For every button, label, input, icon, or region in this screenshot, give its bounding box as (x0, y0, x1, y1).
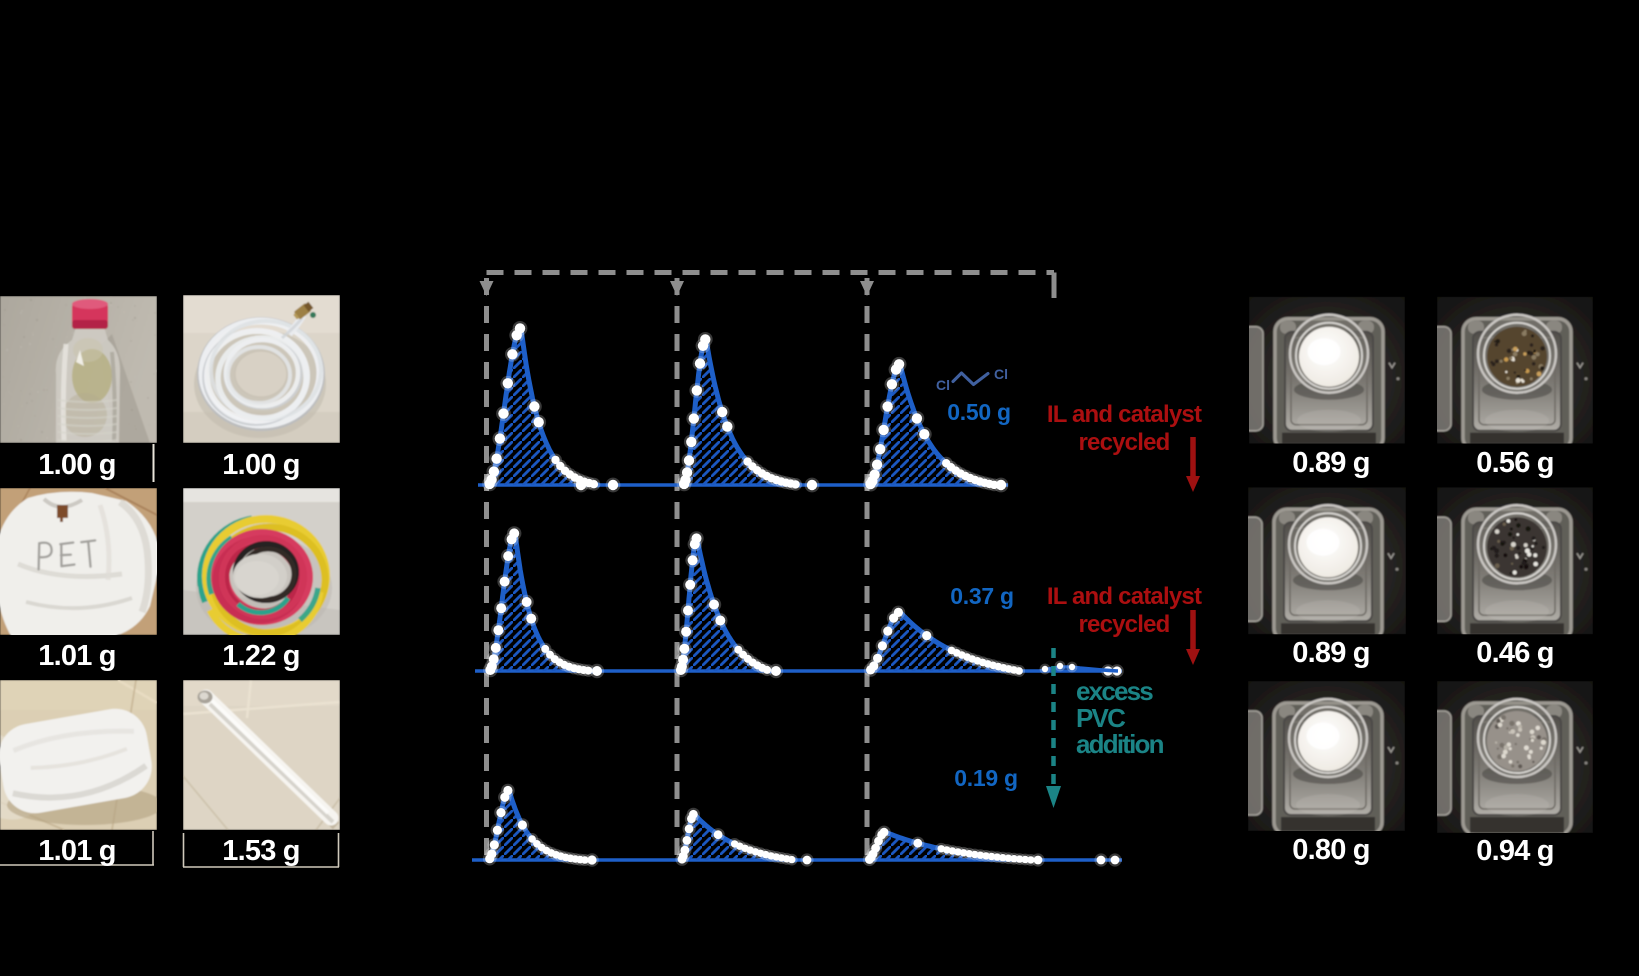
svg-text:1.00 g: 1.00 g (38, 449, 115, 481)
svg-text:Cl: Cl (936, 377, 950, 393)
svg-text:recycled: recycled (1078, 429, 1169, 456)
svg-text:1.00 g: 1.00 g (222, 449, 299, 481)
svg-text:IL and catalyst: IL and catalyst (1047, 401, 1202, 428)
svg-text:addition: addition (1076, 729, 1164, 759)
svg-text:0.89 g: 0.89 g (1292, 637, 1369, 669)
svg-text:0.89 g: 0.89 g (1292, 447, 1369, 479)
svg-text:1.01 g: 1.01 g (38, 640, 115, 672)
svg-text:0.50 g: 0.50 g (947, 399, 1010, 425)
svg-text:0.19 g: 0.19 g (954, 765, 1017, 791)
svg-text:IL and catalyst: IL and catalyst (1047, 583, 1202, 610)
svg-text:0.80 g: 0.80 g (1292, 834, 1369, 866)
svg-text:Cl: Cl (994, 366, 1008, 382)
svg-text:0.46 g: 0.46 g (1476, 637, 1553, 669)
svg-text:0.37 g: 0.37 g (950, 583, 1013, 609)
svg-text:recycled: recycled (1078, 611, 1169, 638)
svg-text:0.56 g: 0.56 g (1476, 447, 1553, 479)
svg-text:excess: excess (1076, 676, 1153, 706)
svg-text:1.22 g: 1.22 g (222, 640, 299, 672)
svg-text:1.53 g: 1.53 g (222, 835, 299, 867)
svg-text:0.94 g: 0.94 g (1476, 835, 1553, 867)
svg-text:1.01 g: 1.01 g (38, 835, 115, 867)
svg-text:PVC: PVC (1076, 703, 1126, 733)
